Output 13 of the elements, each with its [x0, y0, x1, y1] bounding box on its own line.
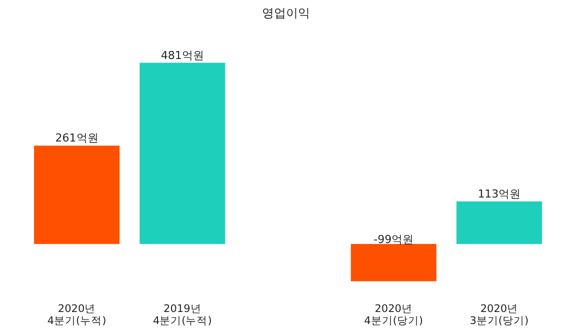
- data-label: -99억원: [374, 232, 414, 246]
- bar: [456, 201, 542, 244]
- bar: [140, 62, 226, 244]
- x-tick-label: 2019년 4분기(누적): [152, 303, 212, 328]
- bar: [34, 146, 120, 244]
- data-label: 481억원: [160, 48, 204, 62]
- x-tick-label: 2020년 4분기(누적): [47, 303, 106, 328]
- data-label: 113억원: [478, 187, 521, 200]
- x-tick-label: 2020년 3분기(당기): [470, 303, 529, 328]
- bar: [350, 244, 436, 282]
- data-label: 261억원: [55, 132, 98, 145]
- chart-title: 영업이익: [262, 6, 310, 20]
- x-tick-label: 2020년 4분기(당기): [364, 303, 424, 328]
